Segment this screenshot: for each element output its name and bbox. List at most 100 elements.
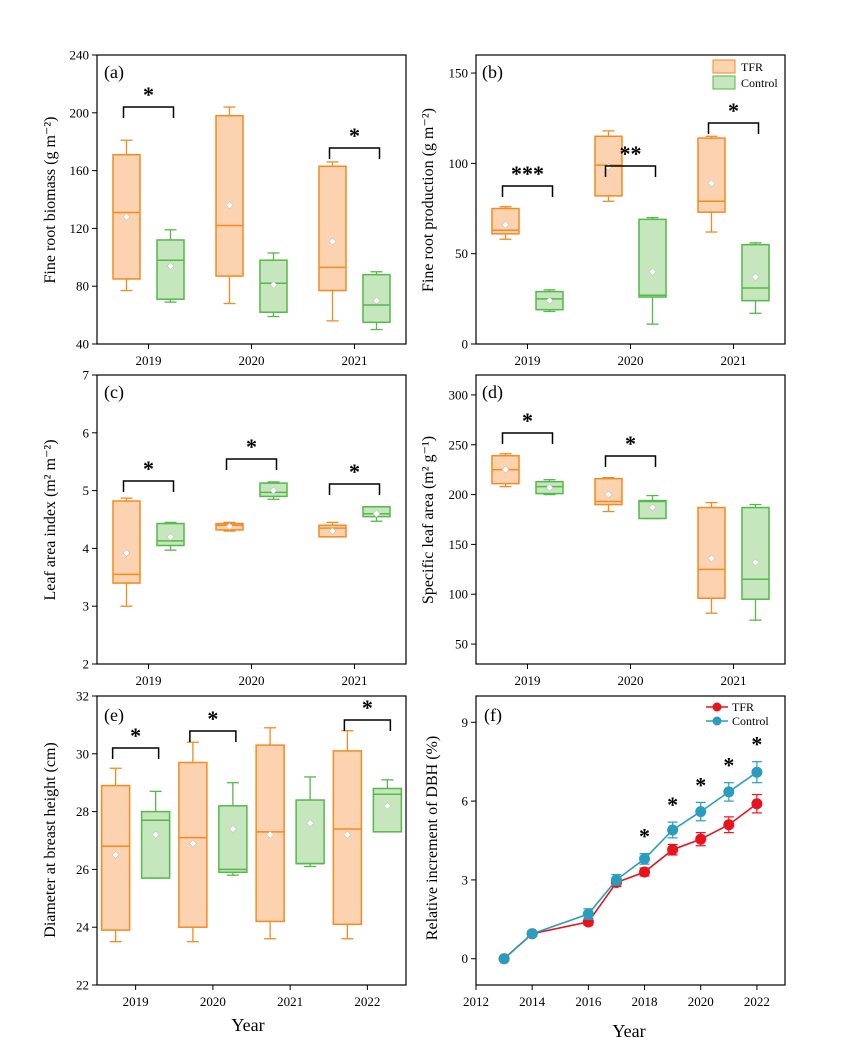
- panel-a-sig-label-2019: *: [143, 82, 154, 107]
- panel-e-xtick-label: 2021: [277, 994, 303, 1009]
- legend-f-tfr-label: TFR: [732, 700, 754, 714]
- panel-c-ytick-label: 6: [83, 425, 90, 440]
- panel-c-control-box-2019-mean: [166, 532, 175, 541]
- panel-a-ytick-label: 40: [76, 337, 89, 352]
- panel-f-xtick-label: 2022: [744, 994, 770, 1009]
- panel-b-ytick-label: 150: [449, 66, 469, 81]
- panel-d-xtick-label: 2020: [618, 673, 644, 688]
- panel-c-tfr-box-2019: [112, 500, 141, 584]
- panel-a-ytick-label: 240: [70, 48, 90, 63]
- panel-f-xlabel: Year: [612, 1021, 645, 1041]
- panel-a-sig-bracket-2019: [122, 106, 175, 118]
- panel-d-ytick-label: 50: [455, 637, 468, 652]
- panel-f-xtick-label: 2020: [688, 994, 714, 1009]
- panel-e-ytick-label: 22: [76, 978, 89, 993]
- panel-b-sig-label-2020: **: [620, 141, 642, 166]
- panel-e-tfr-box-2020-mean: [189, 839, 197, 848]
- panel-d-xtick-label: 2019: [515, 673, 541, 688]
- panel-a-tfr-box-2019-mean: [122, 212, 131, 221]
- panel-f-sig-label-2022: *: [751, 732, 762, 757]
- legend-tfr-label: TFR: [741, 60, 763, 74]
- panel-c-sig-label-2019: *: [143, 456, 154, 481]
- panel-f-xtick-label: 2016: [575, 994, 602, 1009]
- panel-b-sig-label-2021: *: [728, 98, 739, 123]
- panel-b-xtick-label: 2019: [515, 353, 541, 368]
- legend-control-swatch: [712, 75, 736, 90]
- panel-d-ytick-label: 300: [449, 387, 469, 402]
- panel-c-label: (c): [104, 382, 124, 403]
- panel-c-ytick-label: 7: [83, 368, 90, 383]
- panel-d-label: (d): [482, 382, 503, 403]
- panel-f-xtick-label: 2018: [632, 994, 658, 1009]
- panel-b-control-box-2020-mean: [648, 267, 657, 276]
- panel-d-ytick-label: 150: [449, 537, 469, 552]
- panel-f-sig-label-2021: *: [723, 753, 734, 778]
- panel-e-xtick-label: 2020: [200, 994, 226, 1009]
- panel-e-ytick-label: 24: [76, 920, 90, 935]
- panel-e-ytick-label: 30: [76, 746, 89, 761]
- panel-d-ylabel: Specific leaf area (m² g⁻¹): [420, 436, 437, 604]
- panel-b-ytick-label: 100: [449, 156, 469, 171]
- panel-d-tfr-box-2019-mean: [501, 465, 510, 474]
- panel-f-control-point-2020: [695, 806, 707, 818]
- panel-f-ytick-label: 6: [462, 794, 469, 809]
- panel-a-tfr-box-2021-mean: [328, 237, 337, 246]
- panel-f-ytick-label: 0: [462, 951, 469, 966]
- panel-e-xtick-label: 2019: [123, 994, 149, 1009]
- panel-e-sig-bracket-2019: [111, 747, 160, 759]
- panel-b-sig-bracket-2019: [501, 185, 554, 197]
- panel-d-sig-label-2020: *: [625, 431, 636, 456]
- panel-b-tfr-box-2021-mean: [707, 179, 716, 188]
- panel-e-control-box-2019: [140, 810, 171, 879]
- panel-f-control-line: [503, 771, 758, 960]
- panel-e-sig-bracket-2022: [343, 719, 392, 731]
- panel-b-xtick-label: 2021: [721, 353, 747, 368]
- panel-b-control-box-2021: [741, 243, 770, 302]
- panel-d-ytick-label: 100: [449, 587, 469, 602]
- panel-e-xlabel: Year: [231, 1015, 264, 1035]
- panel-f-control-point-2017: [610, 874, 622, 886]
- panel-a-xtick-label: 2020: [239, 353, 265, 368]
- panel-e-control-box-2020-mean: [229, 825, 237, 833]
- panel-a-xtick-label: 2019: [136, 353, 162, 368]
- panel-f-sig-label-2019: *: [667, 792, 678, 817]
- panel-e-control-box-2020: [218, 805, 248, 874]
- panel-f-control-point-2014: [526, 928, 538, 940]
- panel-e-control-box-2021: [295, 799, 325, 865]
- panel-a-xtick-label: 2021: [342, 353, 368, 368]
- panel-f-tfr-point-2020: [695, 833, 707, 845]
- panel-f-sig-label-2018: *: [639, 824, 650, 849]
- panel-c-xtick-label: 2021: [342, 673, 368, 688]
- panel-d-control-box-2019-mean: [545, 483, 554, 492]
- panel-f-tfr-point-2022: [751, 798, 763, 810]
- panel-e-ytick-label: 26: [76, 862, 90, 877]
- panel-f-xtick-label: 2014: [519, 994, 546, 1009]
- panel-e-ytick-label: 32: [76, 689, 89, 704]
- panel-f-control-point-2021: [723, 786, 735, 798]
- panel-a-control-box-2021-mean: [372, 296, 381, 305]
- panel-d-sig-bracket-2020: [604, 455, 657, 467]
- panel-c-sig-bracket-2019: [122, 480, 175, 492]
- panel-f-tfr-point-2018: [639, 866, 651, 878]
- panel-d-control-box-2020-mean: [648, 503, 657, 512]
- panel-c-ytick-label: 3: [83, 599, 90, 614]
- panel-a-label: (a): [104, 62, 124, 83]
- panel-c-sig-bracket-2020: [225, 458, 278, 470]
- panel-b-legend: TFR Control: [712, 59, 778, 90]
- panel-c-tfr-box-2021-mean: [328, 527, 337, 535]
- panel-e-xtick-label: 2022: [354, 994, 380, 1009]
- panel-c-sig-bracket-2021: [328, 483, 381, 495]
- panel-d-tfr-box-2021: [697, 506, 726, 599]
- panel-d: 50 100 150 200 250 300 2019 2020 2021 * * (d) Spec…: [420, 374, 786, 688]
- panel-f-frame: [475, 695, 786, 986]
- panel-e-plot: 22 24 26 28 30 32 2019 2020 2021 2022 * * *: [76, 689, 407, 1009]
- panel-f-ytick-label: 9: [462, 715, 469, 730]
- panel-e-control-box-2022-mean: [383, 801, 392, 810]
- panel-f-control-point-2019: [667, 824, 679, 836]
- panel-e-tfr-box-2022-mean: [343, 830, 352, 839]
- legend-tfr-marker: [712, 702, 722, 712]
- panel-f-plot: 0 3 6 9 2012 2014 2016 2018 2020 2022 * * * * *: [462, 695, 786, 1009]
- panel-b-ytick-label: 0: [462, 337, 469, 352]
